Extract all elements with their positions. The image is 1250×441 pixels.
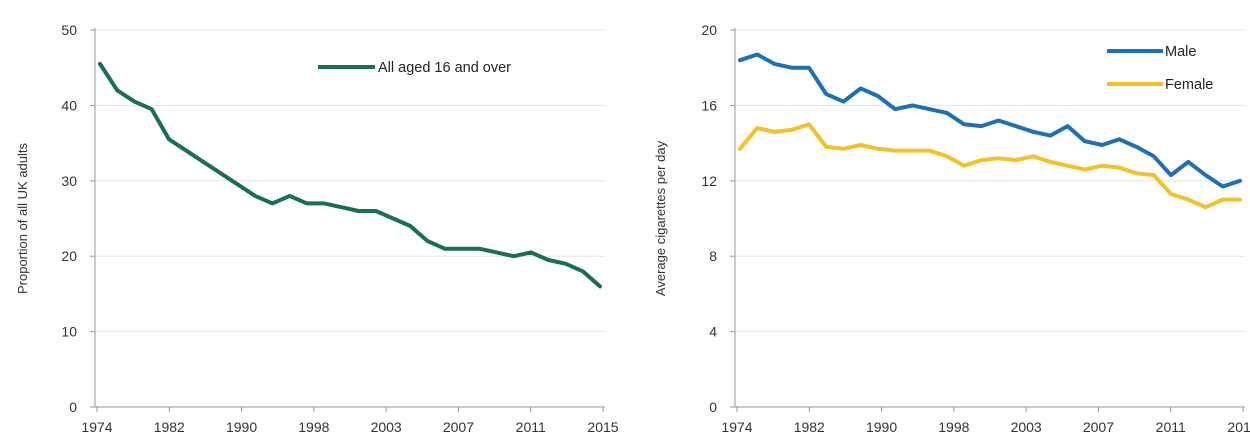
left-x-tick-label: 1982 <box>154 419 185 435</box>
right-y-tick-label: 16 <box>701 97 717 113</box>
left-y-tick-label: 20 <box>61 248 77 264</box>
right-x-tick-label: 1974 <box>721 419 752 435</box>
left-y-tick-label: 10 <box>61 324 77 340</box>
left-y-tick-label: 0 <box>69 399 77 415</box>
right-x-tick-label: 1998 <box>938 419 969 435</box>
right-chart: 0 4 8 12 16 20 1974 1982 1990 1998 2003 2007 2011 201… <box>625 0 1250 441</box>
right-series-line-0 <box>738 52 1242 189</box>
left-y-axis-title: Proportion of all UK adults <box>15 142 30 294</box>
left-y-tick-label: 30 <box>61 173 77 189</box>
left-series-line-0 <box>98 61 602 289</box>
right-x-tick-label: 2015 <box>1227 419 1250 435</box>
left-x-tick-label: 2011 <box>516 419 546 435</box>
left-x-tick-label: 1974 <box>81 419 112 435</box>
right-y-tick-label: 12 <box>701 173 717 189</box>
right-x-tick-label: 2003 <box>1011 419 1042 435</box>
left-chart-svg: 0 10 20 30 40 50 1974 1982 1990 1998 2003 2007 2011 2… <box>15 22 619 435</box>
right-x-tick-label: 1990 <box>866 419 897 435</box>
left-x-tick-label: 1998 <box>298 419 329 435</box>
left-chart: 0 10 20 30 40 50 1974 1982 1990 1998 2003 2007 2011 2… <box>15 22 619 435</box>
right-y-tick-label: 4 <box>709 324 717 340</box>
right-y-tick-label: 20 <box>701 22 717 38</box>
right-x-tick-label: 1982 <box>794 419 825 435</box>
right-series-line-1 <box>738 122 1242 210</box>
right-legend-label-1: Female <box>1165 77 1213 93</box>
right-legend-label-0: Male <box>1165 44 1196 60</box>
left-legend-label-0: All aged 16 and over <box>378 60 511 76</box>
left-x-tick-label: 1990 <box>226 419 257 435</box>
right-y-tick-label: 8 <box>709 248 717 264</box>
left-x-tick-label: 2007 <box>443 419 474 435</box>
left-x-tick-label: 2003 <box>371 419 402 435</box>
right-y-tick-label: 0 <box>709 399 717 415</box>
left-y-tick-label: 40 <box>61 97 77 113</box>
right-x-tick-label: 2007 <box>1083 419 1114 435</box>
right-y-axis-title: Average cigarettes per day <box>653 140 668 296</box>
left-y-tick-label: 50 <box>61 22 77 38</box>
right-chart-svg: 0 4 8 12 16 20 1974 1982 1990 1998 2003 2007 2011 201… <box>653 22 1250 435</box>
left-x-tick-label: 2015 <box>587 419 618 435</box>
right-x-tick-label: 2011 <box>1156 419 1186 435</box>
